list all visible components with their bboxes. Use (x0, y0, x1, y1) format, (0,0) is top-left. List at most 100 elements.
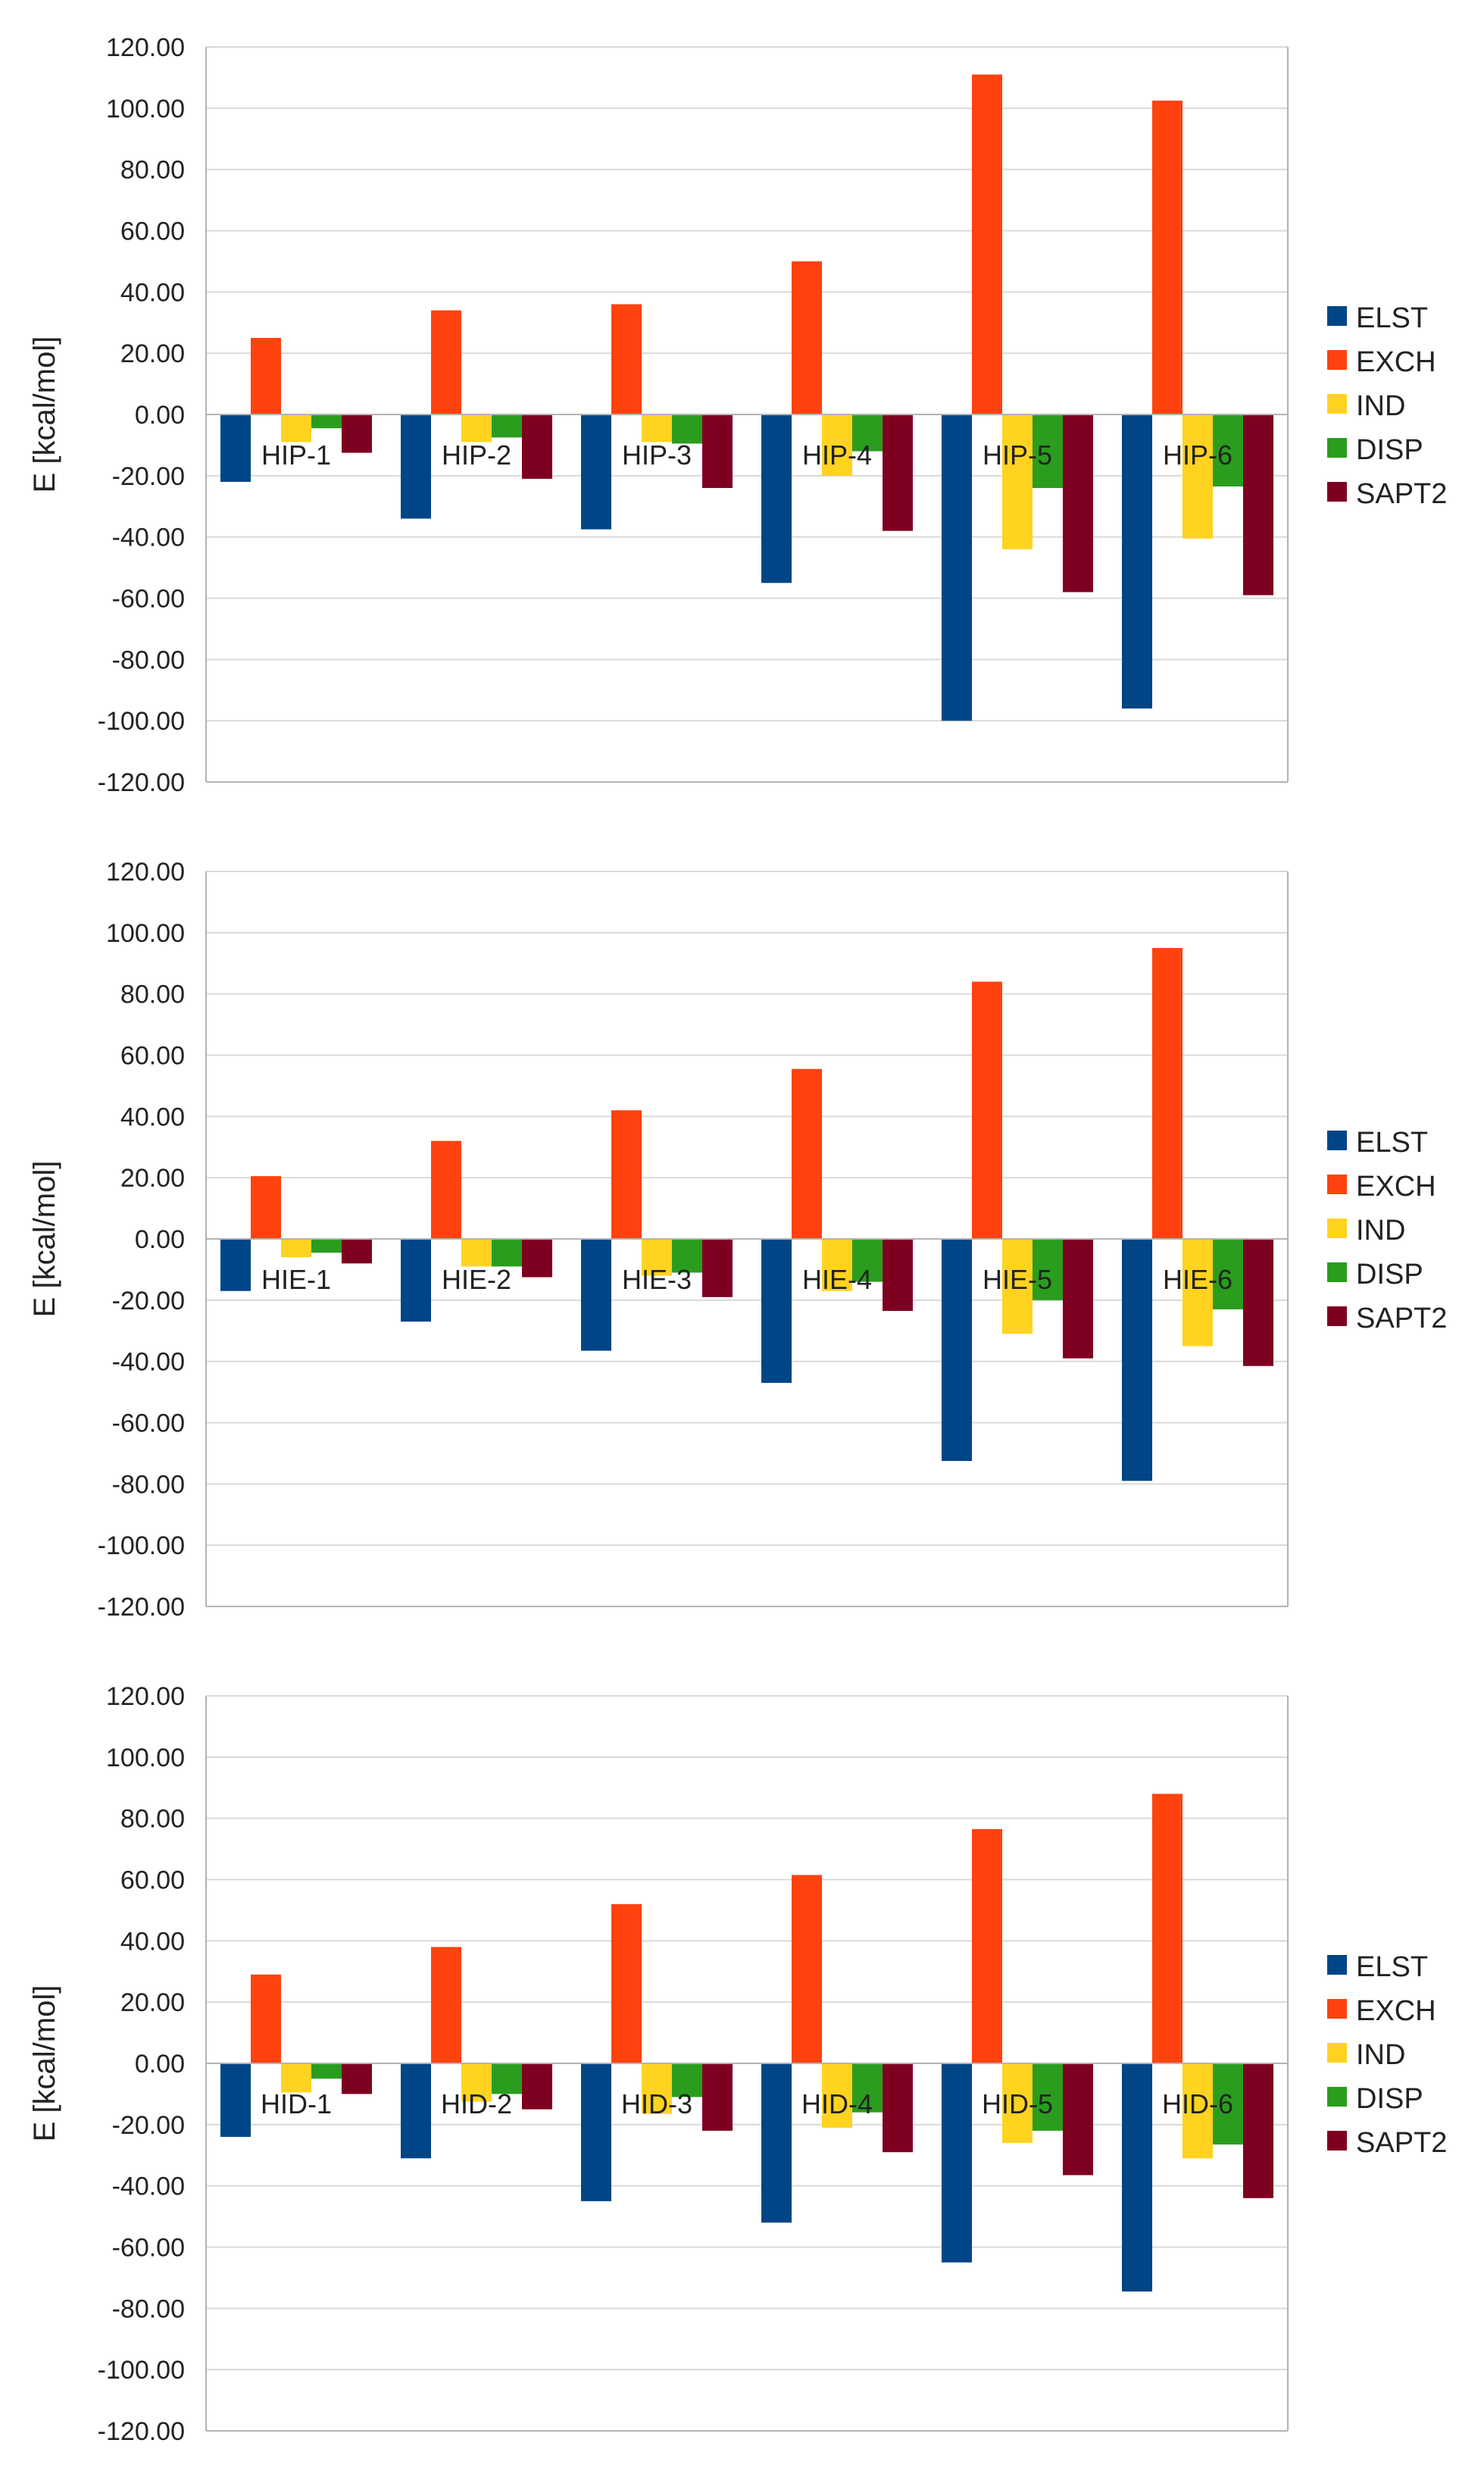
bar-sapt2 (702, 414, 733, 488)
bar-exch (611, 304, 642, 414)
y-tick-label: -60.00 (112, 1409, 185, 1438)
bar-exch (431, 1140, 461, 1239)
bar-sapt2 (1063, 2063, 1093, 2176)
bar-disp (492, 2063, 522, 2094)
y-tick-label: 60.00 (120, 1866, 185, 1895)
bar-exch (611, 1903, 642, 2063)
x-tick-label: HIP-4 (802, 439, 872, 471)
legend-swatch-exch (1327, 1999, 1347, 2019)
y-tick-label: 80.00 (120, 1805, 185, 1834)
y-tick-label: 20.00 (120, 1988, 185, 2017)
legend-swatch-disp (1327, 1262, 1347, 1282)
bar-sapt2 (883, 2063, 913, 2153)
legend-label-elst: ELST (1356, 1127, 1428, 1159)
x-tick-label: HID-6 (1162, 2088, 1233, 2119)
x-tick-label: HIE-2 (442, 1264, 511, 1295)
bar-disp (1213, 1239, 1243, 1309)
y-tick-label: 40.00 (120, 1927, 185, 1956)
legend-swatch-elst (1327, 1131, 1347, 1150)
legend-swatch-exch (1327, 1175, 1347, 1194)
bar-ind (642, 414, 672, 443)
y-tick-label: 60.00 (120, 1042, 185, 1071)
bar-ind (1183, 414, 1213, 539)
y-tick-label: 0.00 (135, 401, 185, 430)
legend-swatch-ind (1327, 1218, 1347, 1238)
y-axis-title: E [kcal/mol] (28, 336, 61, 493)
bar-elst (220, 1239, 251, 1291)
x-tick-label: HID-1 (261, 2088, 332, 2119)
bar-disp (672, 1239, 702, 1273)
bar-sapt2 (522, 2063, 552, 2110)
legend-label-sapt2: SAPT2 (1356, 1303, 1447, 1334)
bar-exch (1152, 948, 1183, 1239)
bar-disp (852, 414, 883, 452)
bar-exch (431, 310, 461, 414)
bar-ind (642, 2063, 672, 2114)
y-tick-label: -60.00 (112, 2234, 185, 2263)
y-tick-label: -40.00 (112, 1348, 185, 1377)
x-tick-label: HID-4 (801, 2088, 873, 2119)
chart-panel-hid: 120.00 100.00 80.00 60.00 40.00 20.00 0.00 -20.… (28, 1682, 1447, 2446)
x-tick-label: HID-3 (621, 2088, 692, 2119)
y-tick-label: 120.00 (106, 33, 185, 62)
bar-elst (401, 2063, 431, 2159)
bar-disp (311, 2063, 342, 2079)
bar-disp (672, 414, 702, 444)
bar-ind (281, 1239, 311, 1258)
y-tick-label: -120.00 (98, 2417, 185, 2446)
y-tick-label: -80.00 (112, 2294, 185, 2323)
bar-ind (642, 1239, 672, 1276)
bar-ind (281, 2063, 311, 2093)
bar-ind (822, 2063, 852, 2128)
y-tick-label: 20.00 (120, 1164, 185, 1193)
bar-elst (220, 414, 251, 482)
legend-swatch-elst (1327, 1955, 1347, 1975)
legend-swatch-ind (1327, 394, 1347, 414)
bar-sapt2 (522, 1239, 552, 1278)
y-tick-label: 60.00 (120, 217, 185, 246)
y-tick-label: 120.00 (106, 858, 185, 887)
bar-ind (461, 414, 492, 443)
bar-sapt2 (342, 414, 372, 453)
bar-elst (581, 2063, 611, 2201)
x-tick-label: HIP-1 (261, 439, 331, 471)
x-tick-label: HIP-5 (983, 439, 1052, 471)
legend-label-ind: IND (1356, 2039, 1405, 2071)
bar-exch (792, 1875, 822, 2063)
y-tick-label: -20.00 (112, 1287, 185, 1315)
x-tick-label: HIE-5 (983, 1264, 1052, 1295)
bar-sapt2 (1243, 2063, 1273, 2198)
bar-disp (1033, 414, 1063, 488)
x-tick-label: HIE-3 (622, 1264, 692, 1295)
bar-elst (761, 414, 792, 583)
bar-exch (251, 1176, 281, 1239)
bar-exch (251, 1974, 281, 2063)
legend-swatch-sapt2 (1327, 482, 1347, 502)
y-tick-label: 40.00 (120, 1103, 185, 1131)
x-tick-label: HIP-2 (442, 439, 511, 471)
y-tick-label: -20.00 (112, 462, 185, 491)
bar-ind (461, 1239, 492, 1267)
bar-sapt2 (702, 1239, 733, 1297)
y-tick-label: -40.00 (112, 524, 185, 552)
y-tick-label: 40.00 (120, 278, 185, 307)
bar-elst (401, 1239, 431, 1322)
bar-sapt2 (883, 414, 913, 531)
bar-disp (1213, 414, 1243, 486)
y-tick-label: -20.00 (112, 2111, 185, 2140)
bar-elst (942, 1239, 972, 1462)
legend-label-ind: IND (1356, 1215, 1405, 1247)
legend-label-disp: DISP (1356, 1259, 1423, 1290)
bar-disp (492, 1239, 522, 1267)
y-tick-label: -100.00 (98, 2356, 185, 2385)
bar-exch (792, 1068, 822, 1239)
bar-elst (761, 1239, 792, 1383)
bar-disp (1033, 2063, 1063, 2131)
y-tick-label: -120.00 (98, 768, 185, 797)
bar-ind (822, 414, 852, 476)
legend-swatch-sapt2 (1327, 2131, 1347, 2151)
bar-sapt2 (1063, 414, 1093, 593)
bar-exch (972, 1828, 1002, 2063)
bar-sapt2 (1243, 1239, 1273, 1366)
y-tick-label: 80.00 (120, 981, 185, 1009)
